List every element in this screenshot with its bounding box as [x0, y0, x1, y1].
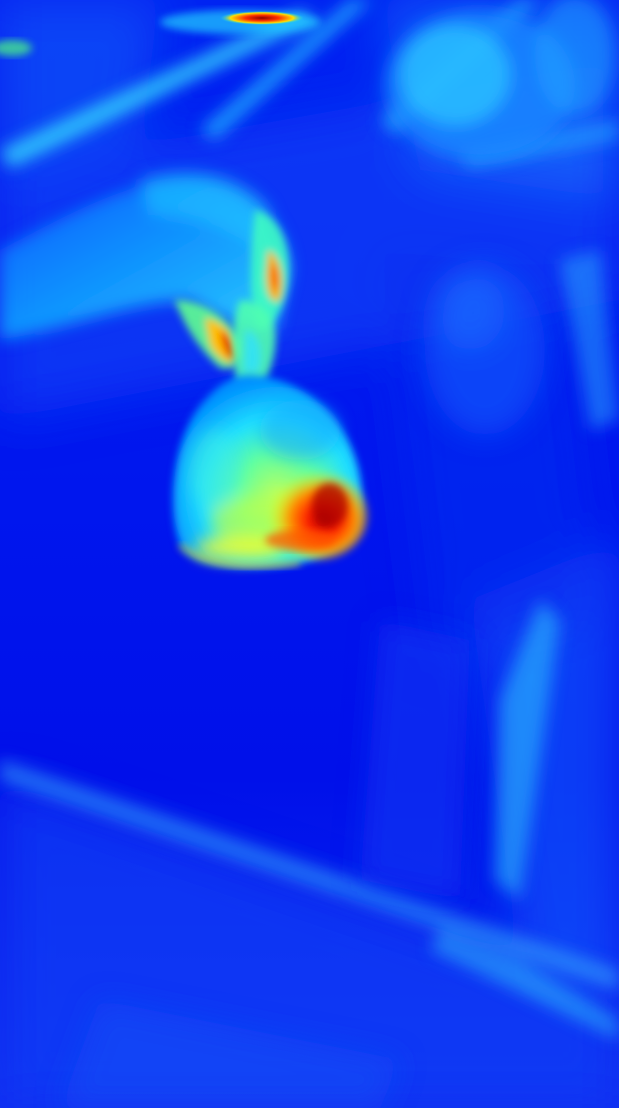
top-hotspot [0, 10, 320, 56]
mid-right-object [425, 265, 545, 435]
bag-body [173, 375, 368, 569]
top-right-object [385, 0, 615, 160]
arm [0, 172, 290, 340]
bag-neck [232, 300, 276, 385]
hand-fingers [175, 210, 289, 369]
edge-streaks [0, 0, 619, 1040]
lower-reflections [60, 620, 470, 1108]
